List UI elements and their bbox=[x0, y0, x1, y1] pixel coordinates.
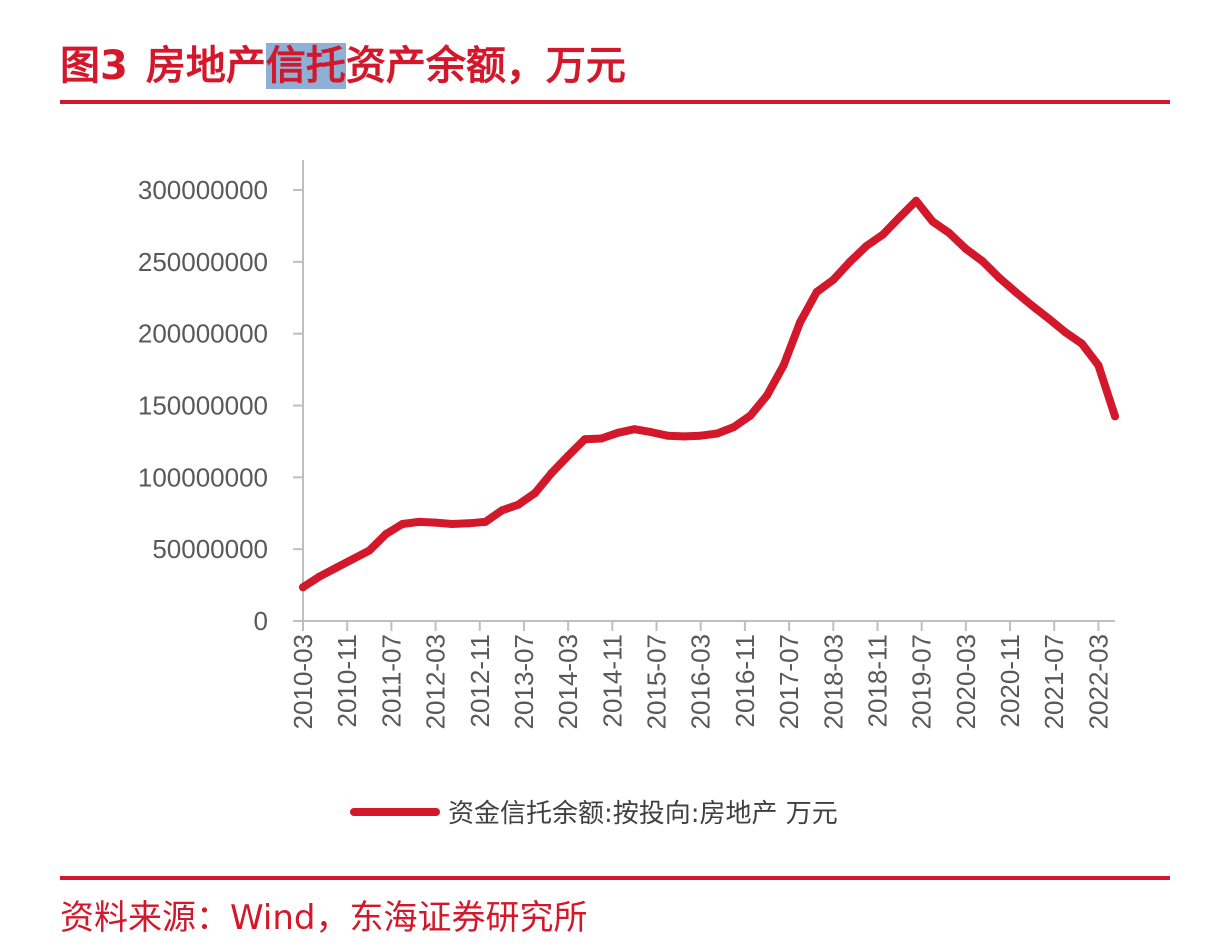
data-point bbox=[912, 196, 921, 205]
y-tick-label: 100000000 bbox=[138, 462, 268, 492]
data-point bbox=[796, 318, 805, 327]
source-divider bbox=[60, 876, 1170, 880]
data-point bbox=[829, 275, 838, 284]
title-text-post: 资产余额，万元 bbox=[345, 43, 626, 89]
data-point bbox=[332, 563, 341, 572]
data-point bbox=[381, 530, 390, 539]
x-tick-label: 2010-11 bbox=[332, 634, 362, 728]
chart-axes bbox=[302, 160, 1115, 622]
data-point bbox=[1028, 301, 1037, 310]
data-point bbox=[415, 517, 423, 526]
data-point bbox=[978, 257, 987, 266]
data-point bbox=[763, 391, 771, 400]
x-tick-label: 2015-07 bbox=[642, 634, 672, 729]
data-point bbox=[315, 572, 324, 581]
x-tick-label: 2012-11 bbox=[465, 634, 495, 728]
data-point bbox=[961, 244, 970, 253]
y-axis-ticks: 0 50000000 100000000 150000000 200000000 2500… bbox=[138, 175, 303, 636]
data-point bbox=[531, 489, 539, 498]
source-note: 资料来源：Wind，东海证券研究所 bbox=[60, 898, 588, 938]
x-tick-label: 2019-07 bbox=[907, 634, 937, 729]
title-divider bbox=[60, 100, 1170, 104]
figure-number: 图3 bbox=[60, 43, 128, 89]
data-point bbox=[945, 229, 954, 238]
data-point bbox=[928, 217, 937, 226]
data-point bbox=[448, 520, 457, 529]
y-tick-label: 0 bbox=[254, 606, 268, 636]
data-point bbox=[1061, 328, 1070, 337]
data-point bbox=[613, 428, 622, 437]
data-point bbox=[663, 431, 672, 440]
data-point bbox=[580, 435, 589, 444]
data-point bbox=[647, 428, 655, 437]
series-points bbox=[299, 196, 1119, 592]
series-line bbox=[299, 196, 1119, 592]
data-point bbox=[299, 583, 307, 592]
data-point bbox=[481, 517, 490, 526]
data-point bbox=[1044, 314, 1053, 323]
data-point bbox=[729, 423, 738, 432]
x-tick-label: 2011-07 bbox=[376, 634, 406, 728]
x-tick-label: 2016-03 bbox=[686, 634, 716, 729]
data-point bbox=[862, 242, 871, 251]
x-tick-label: 2013-07 bbox=[509, 634, 539, 729]
x-axis-ticks: 2010-03 2010-11 2011-07 2012-03 2012-11 2013-… bbox=[288, 621, 1113, 729]
data-point bbox=[564, 451, 573, 460]
x-tick-label: 2012-03 bbox=[421, 634, 451, 729]
data-point bbox=[1077, 339, 1086, 348]
x-tick-label: 2021-07 bbox=[1039, 634, 1069, 729]
data-point bbox=[696, 431, 705, 440]
y-tick-label: 50000000 bbox=[152, 534, 268, 564]
title-text-pre: 房地产 bbox=[145, 43, 266, 89]
data-point bbox=[431, 518, 440, 527]
x-tick-label: 2017-07 bbox=[774, 634, 804, 729]
data-point bbox=[1094, 361, 1103, 370]
line-chart: 0 50000000 100000000 150000000 200000000 2500… bbox=[138, 160, 1119, 829]
data-point bbox=[365, 546, 374, 555]
y-tick-label: 250000000 bbox=[138, 247, 268, 277]
data-point bbox=[995, 273, 1003, 282]
x-tick-label: 2010-03 bbox=[288, 634, 318, 729]
data-point bbox=[464, 519, 473, 528]
data-point bbox=[680, 432, 689, 441]
x-tick-label: 2014-03 bbox=[553, 634, 583, 729]
data-point bbox=[779, 361, 788, 370]
x-tick-label: 2022-03 bbox=[1083, 634, 1113, 729]
legend: 资金信托余额:按投向:房地产 万元 bbox=[350, 799, 838, 829]
data-point bbox=[812, 288, 821, 297]
data-point bbox=[1011, 288, 1020, 297]
data-point bbox=[630, 425, 639, 434]
data-point bbox=[547, 469, 556, 478]
x-tick-label: 2018-11 bbox=[862, 634, 892, 728]
legend-label: 资金信托余额:按投向:房地产 万元 bbox=[448, 799, 838, 829]
data-point bbox=[713, 429, 722, 438]
data-point bbox=[514, 500, 523, 509]
data-point bbox=[348, 555, 357, 564]
x-tick-label: 2016-11 bbox=[730, 634, 760, 728]
title-text-highlight: 信托 bbox=[265, 43, 346, 89]
data-point bbox=[398, 520, 407, 529]
data-point bbox=[746, 411, 755, 420]
chart-title: 图3 房地产信托资产余额，万元 bbox=[60, 40, 626, 92]
y-tick-label: 150000000 bbox=[138, 391, 268, 421]
data-point bbox=[597, 434, 606, 443]
x-tick-label: 2018-03 bbox=[818, 634, 848, 729]
data-point bbox=[845, 257, 854, 266]
data-point bbox=[497, 506, 506, 515]
x-tick-label: 2014-11 bbox=[597, 634, 627, 728]
x-tick-label: 2020-11 bbox=[995, 634, 1025, 728]
y-tick-label: 200000000 bbox=[138, 319, 268, 349]
data-point bbox=[895, 213, 904, 222]
data-point bbox=[879, 230, 887, 239]
x-tick-label: 2020-03 bbox=[951, 634, 981, 729]
data-point bbox=[1111, 412, 1119, 421]
y-tick-label: 300000000 bbox=[138, 175, 268, 205]
